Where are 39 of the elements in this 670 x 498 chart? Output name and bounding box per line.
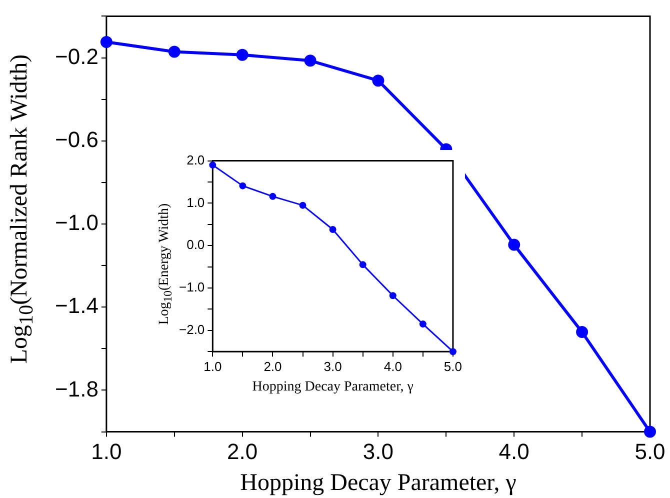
x-tick-label: 5.0 bbox=[634, 439, 666, 464]
point bbox=[239, 182, 246, 190]
point bbox=[269, 192, 276, 200]
y-tick-label: −0.6 bbox=[54, 126, 98, 152]
x-axis-title: Hopping Decay Parameter, γ bbox=[252, 379, 414, 394]
y-tick-label: −0.2 bbox=[54, 44, 98, 69]
y-tick-label: −1.0 bbox=[178, 280, 205, 295]
x-tick-label: 3.0 bbox=[324, 358, 342, 374]
point bbox=[576, 326, 588, 338]
x-tick-label: 4.0 bbox=[384, 358, 402, 374]
point bbox=[329, 226, 336, 233]
x-tick-label: 2.0 bbox=[227, 439, 258, 464]
point bbox=[299, 202, 306, 209]
point bbox=[644, 426, 656, 438]
x-tick-label: 3.0 bbox=[362, 439, 394, 464]
y-tick-label: −1.8 bbox=[54, 376, 98, 402]
point bbox=[508, 238, 520, 251]
point bbox=[419, 320, 426, 328]
y-tick-label: 1.0 bbox=[186, 194, 205, 210]
point bbox=[168, 46, 180, 58]
point bbox=[100, 36, 112, 48]
point bbox=[209, 162, 216, 169]
y-tick-label: −1.0 bbox=[54, 210, 98, 236]
y-tick-label: 0.0 bbox=[186, 237, 205, 252]
x-axis-title: Hopping Decay Parameter, γ bbox=[240, 470, 517, 496]
y-tick-label: −2.0 bbox=[178, 322, 205, 337]
point bbox=[304, 54, 316, 67]
x-tick-label: 2.0 bbox=[264, 358, 282, 374]
point bbox=[236, 48, 248, 61]
y-tick-label: −1.4 bbox=[54, 293, 98, 318]
point bbox=[372, 74, 384, 87]
point bbox=[449, 348, 456, 356]
point bbox=[359, 261, 366, 268]
x-tick-label: 1.0 bbox=[91, 439, 122, 464]
point bbox=[389, 292, 396, 300]
x-tick-label: 5.0 bbox=[444, 358, 462, 374]
x-tick-label: 1.0 bbox=[204, 358, 222, 374]
y-tick-label: 2.0 bbox=[186, 152, 205, 168]
x-tick-label: 4.0 bbox=[498, 439, 530, 464]
